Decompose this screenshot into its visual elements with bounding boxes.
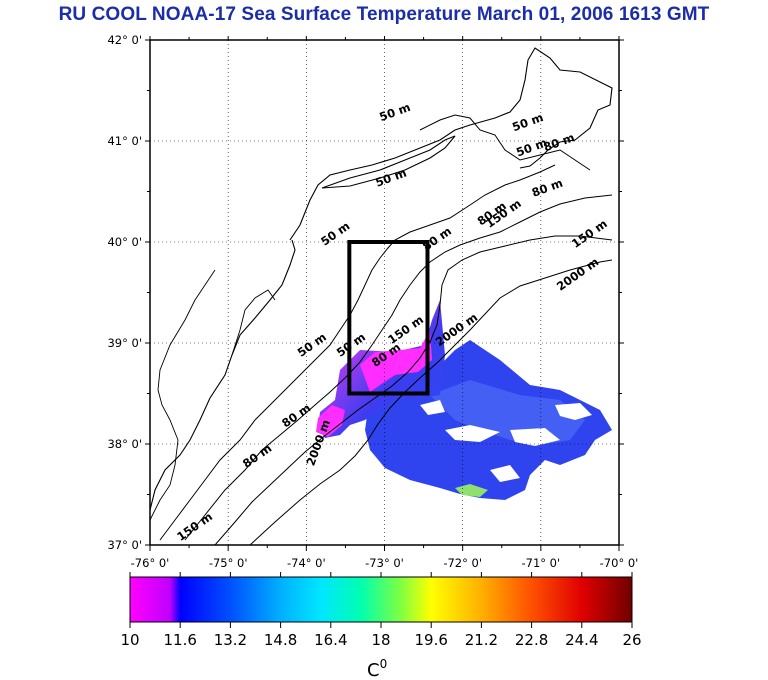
lon-tick-label: -74° 0' (287, 556, 326, 570)
lon-tick-label: -75° 0' (209, 556, 248, 570)
isobath-2000m (249, 259, 613, 545)
colorbar: 10 11.6 13.2 14.8 16.4 18 19.6 21.2 22.8 24.4 26 C… (120, 572, 642, 680)
coastline-and-bathymetry (150, 47, 613, 545)
contour-label: 50 m (318, 219, 352, 249)
isobath-shelf-wiggle (419, 114, 591, 171)
cloud-mask-hole (555, 403, 592, 420)
colorbar-tick-label: 11.6 (163, 631, 196, 649)
isobath-80m (184, 194, 613, 541)
isobath-50m (159, 164, 556, 541)
map-frame (149, 39, 620, 546)
contour-label: 150 m (569, 216, 610, 250)
coastline-new-jersey-delmarva (150, 239, 296, 511)
map-title: RU COOL NOAA-17 Sea Surface Temperature … (58, 4, 710, 25)
contour-label: 50 m (295, 330, 329, 360)
lon-tick-label: -73° 0' (365, 556, 404, 570)
colorbar-tick-label: 21.2 (465, 631, 498, 649)
sst-blue-lobe (430, 380, 585, 445)
contour-label: 50 m (510, 110, 545, 134)
colorbar-tick-label: 10 (120, 631, 139, 649)
coastline-long-island (321, 135, 456, 189)
axis-labels: 42° 0' 41° 0' 40° 0' 39° 0' 38° 0' 37° 0' -76°… (107, 33, 638, 570)
sst-magenta-coast-patch (316, 405, 345, 437)
lon-tick-label: -72° 0' (443, 556, 482, 570)
isobath-150m (214, 235, 613, 545)
colorbar-ticks: 10 11.6 13.2 14.8 16.4 18 19.6 21.2 22.8 24.4 26 (120, 572, 642, 649)
lat-tick-label: 39° 0' (107, 336, 142, 350)
colorbar-tick-label: 13.2 (214, 631, 247, 649)
lat-tick-label: 42° 0' (107, 33, 142, 47)
colorbar-units-text: C (367, 660, 380, 680)
contour-label: 2000 m (554, 255, 601, 294)
sst-magenta-patch (360, 330, 432, 392)
colorbar-tick-label: 18 (371, 631, 390, 649)
colorbar-tick-label: 22.8 (515, 631, 548, 649)
cloud-mask-hole (510, 428, 560, 446)
contour-label: 2000 m (303, 418, 333, 468)
colorbar-tick-label: 16.4 (314, 631, 347, 649)
contour-label: 150 m (174, 509, 215, 543)
contour-label: 80 m (420, 224, 454, 254)
cloud-mask-hole (490, 465, 520, 482)
cloud-mask-hole (445, 425, 500, 442)
lat-tick-label: 38° 0' (107, 437, 142, 451)
lon-tick-label: -71° 0' (521, 556, 560, 570)
colorbar-tick-label: 24.4 (565, 631, 598, 649)
contour-label: 80 m (279, 401, 313, 431)
lat-tick-label: 40° 0' (107, 235, 142, 249)
coastline-new-england (289, 47, 613, 241)
lat-tick-label: 41° 0' (107, 134, 142, 148)
coastline-chesapeake (150, 269, 216, 521)
colorbar-tick-label: 19.6 (414, 631, 447, 649)
cloud-mask-hole (420, 400, 445, 415)
sst-green-edge (455, 484, 488, 497)
colorbar-units: C0 (367, 657, 387, 680)
contour-label: 80 m (240, 441, 274, 471)
lon-tick-label: -76° 0' (131, 556, 170, 570)
lon-tick-label: -70° 0' (600, 556, 639, 570)
contour-label: 80 m (530, 176, 565, 200)
coastline-delaware-bay (231, 289, 276, 356)
study-area-box (347, 240, 430, 396)
colorbar-gradient (129, 576, 633, 623)
colorbar-tick-label: 26 (622, 631, 641, 649)
lat-tick-label: 37° 0' (107, 538, 142, 552)
colorbar-units-superscript: 0 (380, 657, 388, 671)
contour-label: 50 m (377, 100, 412, 124)
colorbar-tick-label: 14.8 (264, 631, 297, 649)
contour-label: 50 m (374, 166, 409, 190)
